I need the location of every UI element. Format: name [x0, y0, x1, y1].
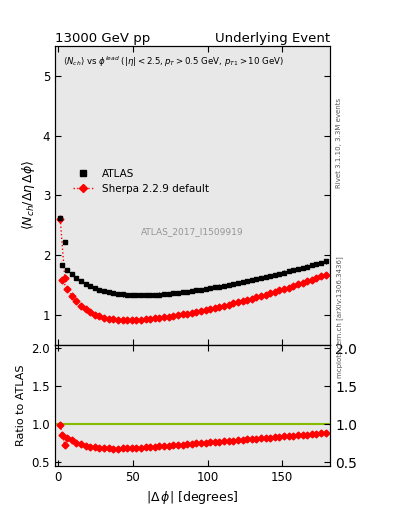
Text: mcplots.cern.ch [arXiv:1306.3436]: mcplots.cern.ch [arXiv:1306.3436] [336, 257, 343, 378]
Text: Underlying Event: Underlying Event [215, 32, 330, 45]
Text: $\langle N_{ch}\rangle$ vs $\phi^{lead}$ ($|\eta| < 2.5, p_T > 0.5$ GeV, $p_{T1}: $\langle N_{ch}\rangle$ vs $\phi^{lead}$… [63, 55, 285, 70]
Y-axis label: $\langle N_{ch}/ \Delta\eta\,\Delta\phi \rangle$: $\langle N_{ch}/ \Delta\eta\,\Delta\phi … [20, 160, 37, 230]
Text: Rivet 3.1.10, 3.3M events: Rivet 3.1.10, 3.3M events [336, 98, 342, 188]
Legend: ATLAS, Sherpa 2.2.9 default: ATLAS, Sherpa 2.2.9 default [68, 165, 213, 198]
Text: 13000 GeV pp: 13000 GeV pp [55, 32, 150, 45]
Text: ATLAS_2017_I1509919: ATLAS_2017_I1509919 [141, 227, 244, 236]
Y-axis label: Ratio to ATLAS: Ratio to ATLAS [16, 365, 26, 446]
X-axis label: $|\Delta\,\phi|$ [degrees]: $|\Delta\,\phi|$ [degrees] [146, 489, 239, 506]
